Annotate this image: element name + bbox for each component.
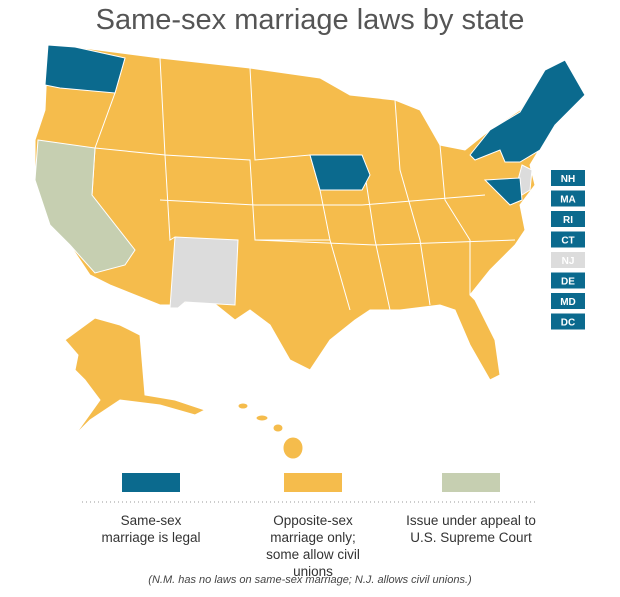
- state-label-box: [551, 211, 585, 227]
- alaska: [64, 317, 207, 436]
- state-border: [254, 239, 516, 246]
- northeast: [469, 59, 586, 163]
- state-label-box: [551, 252, 585, 268]
- hawaii: [255, 414, 269, 422]
- map-title: Same-sex marriage laws by state: [95, 4, 525, 36]
- legend-label: Issue under appeal to U.S. Supreme Court: [406, 513, 536, 545]
- new-jersey: [517, 164, 533, 196]
- state-label: NH: [561, 174, 575, 185]
- footnote: (N.M. has no laws on same-sex marriage; …: [148, 574, 472, 586]
- states: [34, 44, 586, 460]
- legend-label: Opposite-sex marriage only; some allow c…: [266, 513, 360, 579]
- state-label-box: [551, 272, 585, 289]
- legend-label: Same-sex marriage is legal: [101, 513, 201, 545]
- state-label: MD: [560, 297, 576, 308]
- iowa: [309, 154, 371, 191]
- maryland-delaware: [483, 177, 523, 206]
- state-label: NJ: [562, 256, 575, 267]
- washington: [44, 44, 126, 94]
- legend-swatch: [442, 473, 500, 492]
- state-border: [159, 57, 351, 311]
- hawaii: [237, 402, 249, 410]
- state-label: DE: [561, 277, 575, 288]
- state-border: [439, 144, 471, 295]
- legend-swatch: [284, 473, 342, 492]
- new-mexico: [169, 236, 239, 309]
- state-label: MA: [560, 195, 576, 206]
- state-label-box: [551, 293, 585, 309]
- state-label: RI: [563, 215, 573, 226]
- state-label-box: [551, 313, 585, 330]
- california: [34, 139, 136, 274]
- state-border: [94, 147, 176, 241]
- hawaii: [272, 423, 284, 433]
- state-label-box: [551, 231, 585, 248]
- state-border: [361, 154, 391, 311]
- legend-swatch: [122, 473, 180, 492]
- state-border: [394, 99, 431, 306]
- state-label: DC: [561, 318, 575, 329]
- state-label: CT: [561, 236, 574, 247]
- state-label-box: [551, 190, 585, 207]
- hawaii: [282, 436, 304, 460]
- state-border: [159, 194, 486, 206]
- state-label-box: [551, 170, 585, 186]
